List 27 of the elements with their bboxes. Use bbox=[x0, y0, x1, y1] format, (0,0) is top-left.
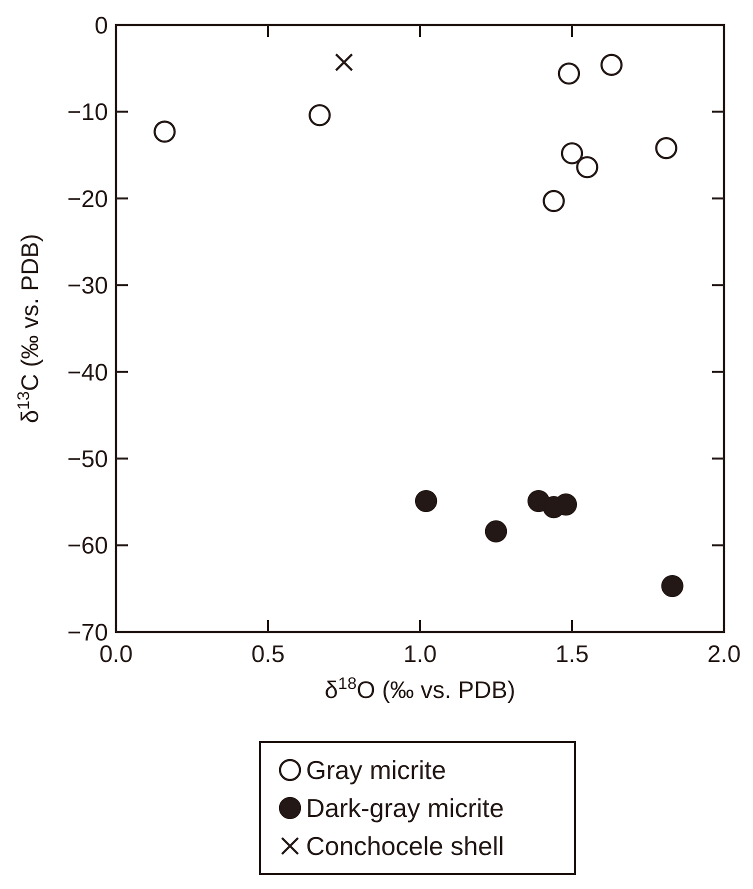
legend-label: Conchocele shell bbox=[306, 831, 504, 862]
point bbox=[308, 104, 331, 126]
y-tick-label: −40 bbox=[67, 359, 108, 386]
point bbox=[655, 137, 678, 160]
point bbox=[154, 120, 176, 143]
y-tick-label: −20 bbox=[67, 186, 108, 213]
point bbox=[484, 520, 508, 543]
x-tick-label: 0.5 bbox=[251, 641, 285, 668]
point bbox=[661, 574, 684, 598]
point bbox=[576, 156, 598, 178]
y-tick-label: −10 bbox=[67, 99, 108, 126]
y-tick-label: −50 bbox=[67, 446, 108, 473]
point bbox=[560, 142, 584, 164]
point bbox=[334, 53, 354, 72]
y-tick-label: −60 bbox=[67, 532, 108, 560]
y-tick-label: −30 bbox=[67, 272, 108, 300]
point bbox=[542, 190, 565, 212]
point bbox=[600, 54, 623, 76]
point bbox=[414, 490, 438, 512]
x-tick-label: 2.0 bbox=[707, 641, 741, 668]
y-tick-label: 0 bbox=[94, 12, 108, 40]
x-tick-label: 1.5 bbox=[555, 641, 589, 668]
legend-label: Dark-gray micrite bbox=[306, 793, 504, 824]
x-tick-label: 1.0 bbox=[403, 641, 437, 668]
legend-label: Gray micrite bbox=[306, 755, 446, 786]
point bbox=[558, 62, 580, 85]
x-axis-title: δ$^{18}$O (‰ vs. PDB) bbox=[324, 674, 516, 704]
